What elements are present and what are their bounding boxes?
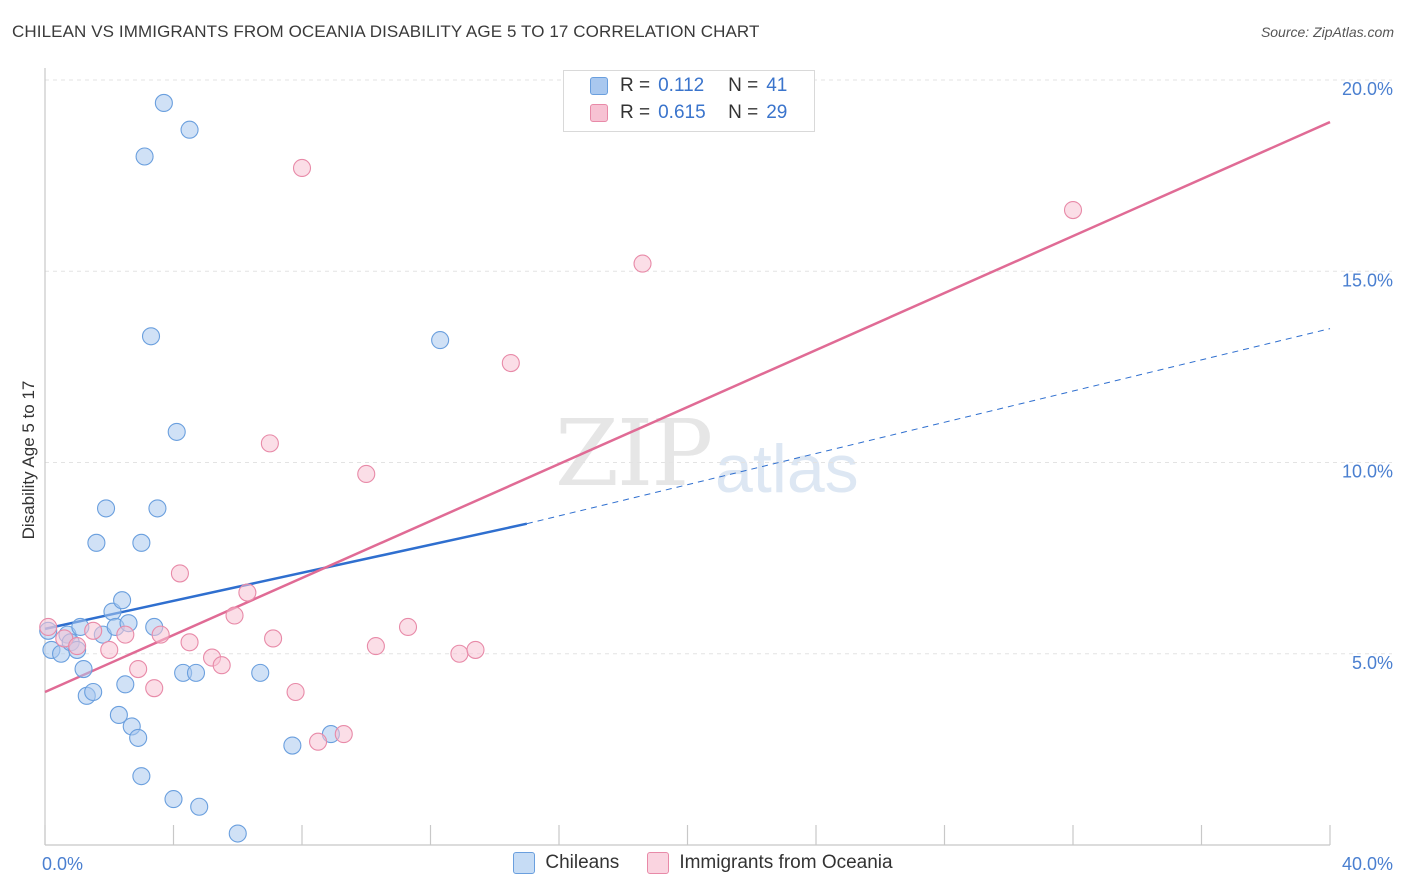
data-points: [39, 93, 1083, 843]
point-oceania: [264, 629, 283, 648]
legend-n-label: N =: [728, 102, 759, 123]
legend-r-label: R =: [620, 102, 651, 123]
trend-line-chileans-extension: [526, 328, 1331, 525]
legend-label-chileans: Chileans: [545, 852, 620, 873]
point-oceania: [84, 621, 103, 640]
chart-title: CHILEAN VS IMMIGRANTS FROM OCEANIA DISAB…: [12, 22, 760, 41]
legend-swatch-chileans: [513, 852, 536, 874]
point-chileans: [164, 790, 183, 809]
point-oceania: [151, 625, 170, 644]
point-chileans: [186, 663, 206, 682]
point-oceania: [286, 682, 305, 702]
point-chileans: [109, 705, 128, 725]
point-chileans: [190, 797, 209, 816]
axis-labels: 5.0% 10.0% 15.0% 20.0% 0.0% 40.0% Disability A…: [19, 79, 1393, 874]
point-oceania: [116, 625, 135, 644]
point-chileans: [148, 499, 167, 518]
y-tick-label: 10.0%: [1342, 462, 1393, 482]
point-oceania: [145, 679, 164, 698]
point-oceania: [68, 637, 87, 656]
point-oceania: [100, 640, 119, 659]
legend-n-value: 41: [766, 75, 788, 96]
legend-r-value: 0.112: [658, 75, 705, 96]
series-legend: Chileans Immigrants from Oceania: [0, 852, 1406, 874]
point-chileans: [228, 824, 247, 843]
point-oceania: [170, 564, 189, 583]
point-chileans: [96, 499, 116, 518]
point-oceania: [357, 464, 376, 484]
watermark-atlas: atlas: [715, 431, 859, 507]
point-chileans: [180, 120, 199, 139]
point-chileans: [116, 675, 135, 694]
legend-row-oceania: R = 0.615 N = 29: [590, 102, 787, 124]
y-tick-label: 15.0%: [1342, 270, 1393, 290]
legend-swatch-oceania: [590, 104, 608, 122]
stats-legend: R = 0.112 N = 41 R = 0.615 N = 29: [563, 70, 815, 132]
source-label: Source: ZipAtlas.com: [1260, 24, 1394, 40]
point-chileans: [141, 327, 161, 346]
point-oceania: [334, 725, 353, 744]
point-oceania: [39, 617, 58, 637]
legend-n-value: 29: [766, 102, 788, 123]
point-oceania: [260, 434, 279, 453]
point-oceania: [292, 158, 312, 178]
point-chileans: [87, 533, 106, 552]
legend-row-chileans: R = 0.112 N = 41: [590, 75, 787, 97]
legend-swatch-oceania: [647, 852, 670, 874]
legend-label-oceania: Immigrants from Oceania: [679, 852, 893, 873]
point-chileans: [129, 728, 148, 747]
legend-item-oceania: Immigrants from Oceania: [647, 852, 893, 874]
point-oceania: [398, 617, 418, 637]
legend-r-label: R =: [620, 75, 651, 96]
point-oceania: [366, 637, 385, 656]
point-chileans: [135, 147, 154, 166]
legend-swatch-chileans: [590, 77, 608, 95]
trend-line-oceania: [44, 120, 1331, 694]
y-axis-label: Disability Age 5 to 17: [19, 381, 38, 540]
point-chileans: [167, 422, 186, 441]
point-chileans: [132, 767, 151, 786]
point-oceania: [466, 640, 485, 659]
point-oceania: [129, 659, 148, 679]
point-oceania: [238, 583, 257, 602]
point-chileans: [74, 659, 93, 679]
point-oceania: [180, 633, 199, 652]
point-chileans: [84, 682, 103, 702]
axes: [44, 68, 1331, 846]
point-chileans: [154, 93, 173, 112]
point-oceania: [212, 656, 231, 675]
point-chileans: [113, 591, 132, 610]
point-chileans: [251, 663, 270, 682]
x-tick-label: 40.0%: [1342, 854, 1393, 874]
point-oceania: [309, 732, 328, 751]
trend-lines: [44, 120, 1331, 694]
point-chileans: [431, 331, 450, 350]
legend-n-label: N =: [728, 75, 759, 96]
point-oceania: [225, 606, 244, 625]
legend-item-chileans: Chileans: [513, 852, 619, 874]
y-tick-label: 20.0%: [1342, 79, 1393, 99]
point-chileans: [283, 736, 302, 755]
point-oceania: [633, 254, 652, 273]
y-tick-label: 5.0%: [1352, 653, 1393, 673]
trend-line-chileans: [44, 522, 528, 631]
x-tick-label: 0.0%: [42, 854, 83, 874]
legend-r-value: 0.615: [658, 102, 706, 123]
point-oceania: [1063, 201, 1083, 220]
gridlines: [45, 79, 1392, 655]
point-oceania: [501, 353, 520, 373]
point-chileans: [132, 533, 151, 552]
point-oceania: [450, 644, 469, 663]
